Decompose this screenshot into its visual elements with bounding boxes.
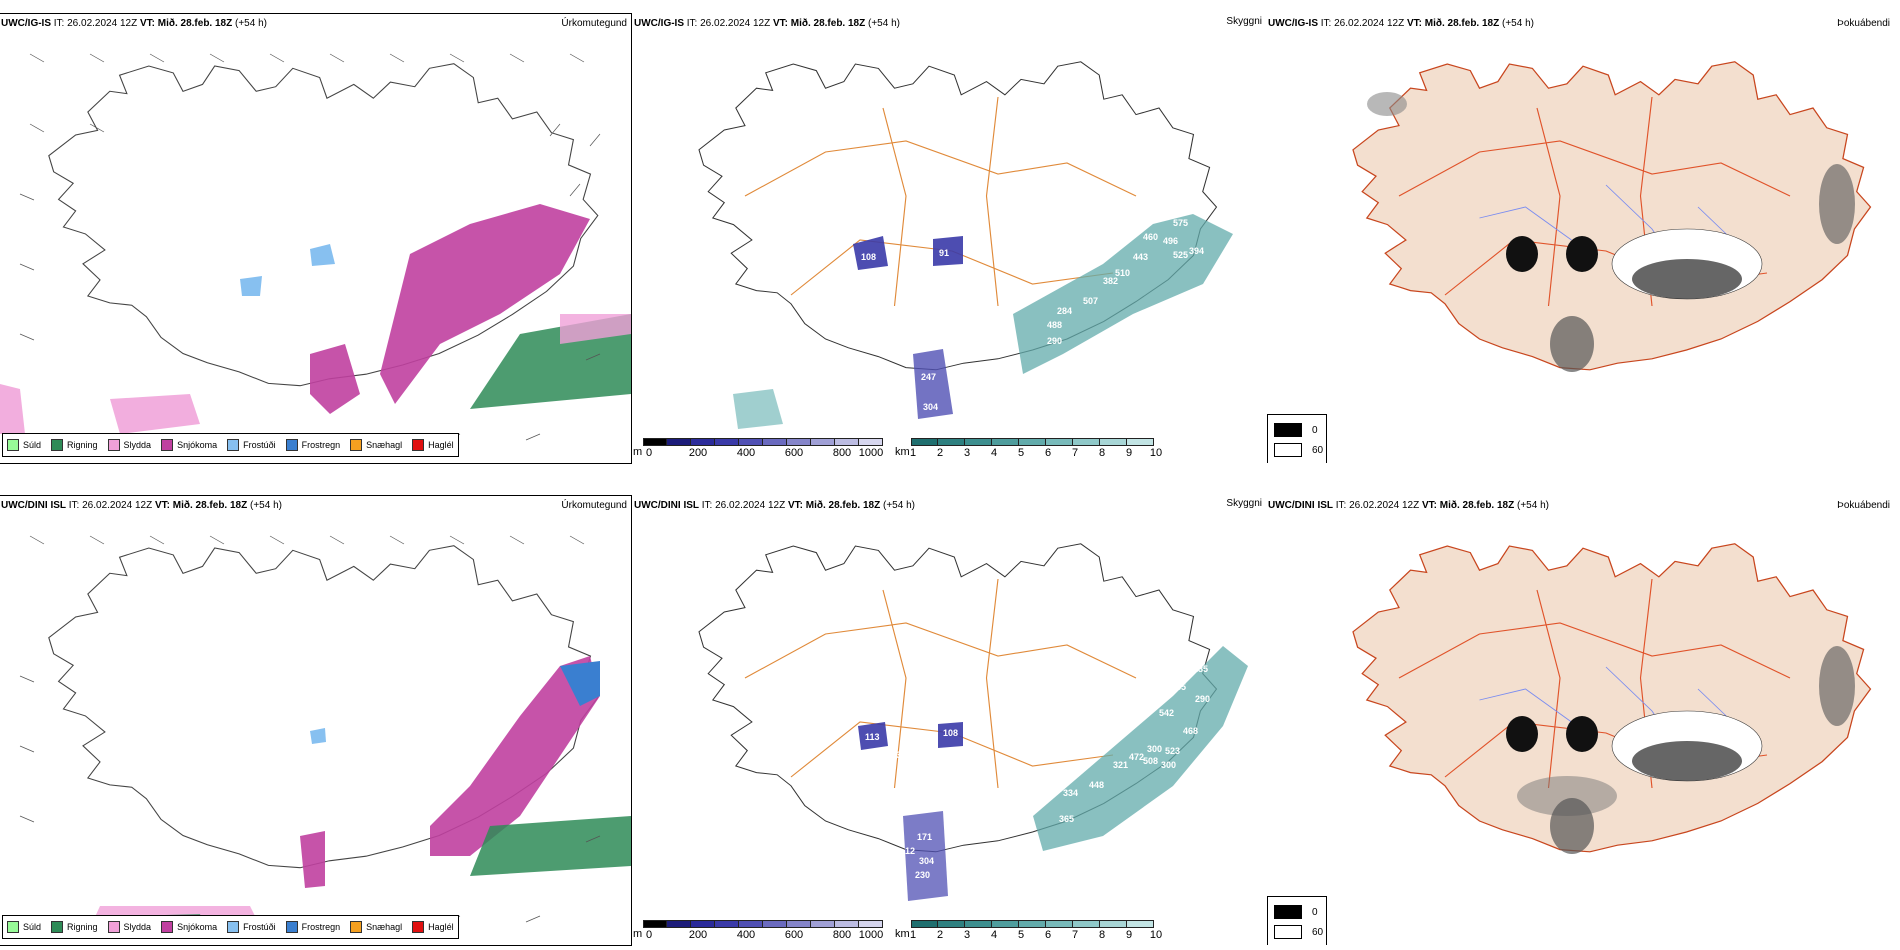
visibility-panel-top: UWC/IG-IS IT: 26.02.2024 12Z VT: Mið. 28… (633, 14, 1266, 463)
value-label: 394 (1189, 246, 1204, 256)
legend-item: Rigning (51, 439, 98, 451)
value-label: 460 (1143, 232, 1158, 242)
legend-item: Snjókoma (161, 921, 217, 933)
value-label: 12 (905, 846, 915, 856)
value-label: 472 (1129, 752, 1144, 762)
panel-title: UWC/IG-IS IT: 26.02.2024 12Z VT: Mið. 28… (1268, 18, 1534, 29)
value-label: 91 (939, 248, 949, 258)
legend-item: Slydda (107, 439, 151, 451)
value-label: 448 (1089, 780, 1104, 790)
value-label: 321 (1113, 760, 1128, 770)
value-label: 108 (943, 728, 958, 738)
value-label: 960 (911, 776, 926, 786)
precip-type-label: Úrkomutegund (561, 500, 627, 511)
km-unit: km (895, 446, 910, 458)
panel-title: UWC/DINI ISL IT: 26.02.2024 12Z VT: Mið.… (634, 500, 915, 511)
fog-map (1352, 61, 1872, 372)
fog-legend: 0 60 (1267, 414, 1327, 463)
legend-item: Snæhagl (350, 439, 402, 451)
fog-label: Þokuábendi (1837, 18, 1890, 29)
value-label: 108 (861, 252, 876, 262)
legend-item: Frostregn (285, 439, 340, 451)
km-colorbar (911, 920, 1154, 928)
m-unit: m (633, 928, 643, 940)
value-label: 304 (919, 856, 934, 866)
value-label: 507 (1083, 296, 1098, 306)
value-label: 382 (1103, 276, 1118, 286)
legend-item: Haglél (412, 921, 454, 933)
fog-panel-bottom: UWC/DINI ISL IT: 26.02.2024 12Z VT: Mið.… (1267, 496, 1900, 945)
value-label: 132 (891, 750, 906, 760)
legend-item: Rigning (51, 921, 98, 933)
value-label: 300 (1147, 744, 1162, 754)
value-label: 523 (1165, 746, 1180, 756)
value-label: 300 (1161, 760, 1176, 770)
value-label: 567 (1183, 204, 1198, 214)
value-label: 247 (921, 372, 936, 382)
panel-title: UWC/IG-IS IT: 26.02.2024 12Z VT: Mið. 28… (634, 18, 900, 29)
value-label: 443 (1133, 252, 1148, 262)
fog-label: Þokuábendi (1837, 500, 1890, 511)
value-label: 468 (1183, 726, 1198, 736)
visibility-map: 108 91 247 304 290 488 284 507 382 510 4… (698, 61, 1233, 429)
legend-item: Frostregn (285, 921, 340, 933)
legend-item: Snjókoma (161, 439, 217, 451)
precip-type-panel-bottom: UWC/DINI ISL IT: 26.02.2024 12Z VT: Mið.… (0, 495, 632, 946)
m-colorbar (643, 920, 883, 928)
value-label: 290 (1195, 694, 1210, 704)
value-label: 365 (1059, 814, 1074, 824)
value-label: 496 (1163, 236, 1178, 246)
panel-title: UWC/DINI ISL IT: 26.02.2024 12Z VT: Mið.… (1, 500, 282, 511)
panel-title: UWC/DINI ISL IT: 26.02.2024 12Z VT: Mið.… (1268, 500, 1549, 511)
precip-type-label: Úrkomutegund (561, 18, 627, 29)
fog-map (1352, 543, 1872, 854)
value-label: 575 (1173, 218, 1188, 228)
visibility-label: Skyggni (1226, 16, 1262, 27)
precip-type-map (0, 53, 631, 441)
km-colorbar (911, 438, 1154, 446)
legend-item: Súld (7, 921, 41, 933)
visibility-label: Skyggni (1226, 498, 1262, 509)
m-unit: m (633, 446, 643, 458)
fog-legend: 0 60 (1267, 896, 1327, 945)
precip-legend: Súld Rigning Slydda Snjókoma Frostúði Fr… (2, 915, 459, 939)
legend-item: Frostúði (227, 921, 276, 933)
legend-item: Slydda (107, 921, 151, 933)
precip-legend: Súld Rigning Slydda Snjókoma Frostúði Fr… (2, 433, 459, 457)
legend-item: Snæhagl (350, 921, 402, 933)
value-label: 230 (915, 870, 930, 880)
legend-item: Frostúði (227, 439, 276, 451)
fog-panel-top: UWC/IG-IS IT: 26.02.2024 12Z VT: Mið. 28… (1267, 14, 1900, 463)
value-label: 113 (865, 732, 880, 742)
value-label: 510 (1115, 268, 1130, 278)
value-label: 508 (1143, 756, 1158, 766)
precip-type-panel-top: UWC/IG-IS IT: 26.02.2024 12Z VT: Mið. 28… (0, 13, 632, 464)
value-label: 488 (1047, 320, 1062, 330)
legend-item: Súld (7, 439, 41, 451)
visibility-panel-bottom: UWC/DINI ISL IT: 26.02.2024 12Z VT: Mið.… (633, 496, 1266, 945)
visibility-map: 113 108 132 960 171 304 230 12 334 365 4… (698, 543, 1248, 901)
value-label: 171 (917, 832, 932, 842)
value-label: 290 (1047, 336, 1062, 346)
legend-item: Haglél (412, 439, 454, 451)
m-colorbar (643, 438, 883, 446)
value-label: 304 (923, 402, 938, 412)
value-label: 334 (1063, 788, 1078, 798)
value-label: 285 (1193, 664, 1208, 674)
value-label: 542 (1159, 708, 1174, 718)
precip-type-map (19, 535, 631, 928)
km-unit: km (895, 928, 910, 940)
value-label: 525 (1173, 250, 1188, 260)
value-label: 284 (1057, 306, 1072, 316)
panel-title: UWC/IG-IS IT: 26.02.2024 12Z VT: Mið. 28… (1, 18, 267, 29)
value-label: 185 (1171, 682, 1186, 692)
